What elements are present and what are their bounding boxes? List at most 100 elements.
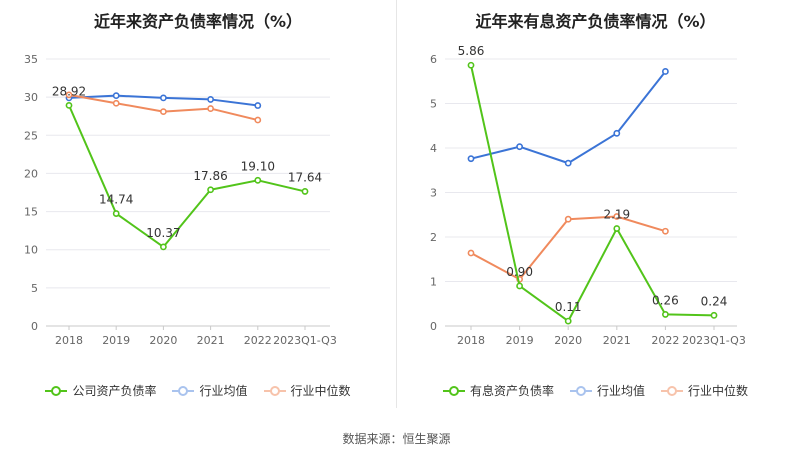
legend-label: 行业均值: [199, 384, 248, 398]
data-point-median: [613, 213, 621, 220]
x-tick-label: 2022: [651, 334, 679, 347]
y-tick-label: 35: [24, 53, 38, 66]
legend-item-median[interactable]: 行业中位数: [661, 382, 748, 399]
y-tick-label: 2: [430, 231, 437, 244]
x-tick-label: 2018: [457, 334, 485, 347]
series-line-company: [470, 65, 715, 323]
legend-label: 行业均值: [596, 384, 645, 398]
data-label: 10.37: [146, 226, 180, 240]
data-label: 0.24: [701, 294, 728, 308]
data-point-company: [65, 101, 73, 109]
data-point-median: [159, 108, 167, 116]
y-tick-label: 5: [31, 282, 38, 295]
data-label: 0.26: [652, 293, 679, 307]
x-tick-label: 2019: [102, 334, 130, 347]
series-line-median: [470, 215, 666, 281]
data-label: 14.74: [99, 193, 133, 207]
data-source-note: 数据来源：恒生聚源: [342, 432, 451, 446]
legend-label: 行业中位数: [290, 384, 351, 398]
data-point-company: [516, 282, 523, 290]
y-tick-label: 4: [430, 142, 437, 155]
x-tick-label: 2018: [55, 334, 83, 347]
data-point-company: [564, 317, 572, 325]
data-point-company: [613, 225, 621, 232]
data-point-avg: [564, 159, 572, 167]
legend-swatch-company: [45, 385, 68, 397]
x-tick-label: 2020: [554, 334, 582, 347]
legend-label: 行业中位数: [688, 384, 749, 398]
y-tick-label: 15: [24, 206, 38, 219]
y-tick-label: 20: [24, 167, 38, 180]
data-point-company: [254, 176, 262, 184]
x-tick-label: 2023Q1-Q3: [682, 334, 746, 347]
chart-title: 近年来资产负债率情况（%）: [93, 12, 303, 31]
data-point-median: [207, 105, 214, 112]
chart-title: 近年来有息资产负债率情况（%）: [475, 12, 716, 31]
data-point-company: [661, 311, 669, 318]
data-point-avg: [467, 155, 475, 163]
data-point-company: [207, 186, 214, 194]
legend-swatch-median: [661, 385, 683, 397]
data-point-company: [159, 243, 167, 251]
x-tick-label: 2019: [506, 334, 534, 347]
x-tick-label: 2021: [603, 334, 631, 347]
series-line-avg: [470, 70, 667, 165]
data-label: 28.92: [52, 84, 86, 98]
legend-item-avg[interactable]: 行业均值: [569, 382, 645, 399]
legend-label: 有息资产负债率: [469, 384, 554, 398]
chart-svg-interest-debt-ratio: 0 1 2 3 4 5 6 2018 2019 2020 2021 2022 2023Q1-Q3 5.86…: [430, 44, 746, 347]
y-tick-label: 6: [430, 53, 437, 66]
data-point-avg: [112, 92, 120, 100]
chart-svg-debt-ratio: 0 5 10 15 20 25 30 35 2018 2019 2020 2021 2022 2023Q1…: [24, 53, 337, 347]
data-point-avg: [613, 129, 621, 137]
legend-swatch-avg: [172, 385, 195, 397]
x-tick-label: 2020: [149, 334, 177, 347]
x-tick-label: 2022: [244, 334, 272, 347]
data-point-company: [467, 61, 475, 69]
y-tick-label: 3: [430, 187, 437, 200]
chart-panel-debt-ratio: 近年来资产负债率情况（%） 0 5 10 15 20 25 30 35 2018 2019 2020…: [0, 0, 396, 420]
data-label: 17.64: [288, 170, 322, 184]
data-label: 0.90: [506, 265, 533, 279]
data-label: 19.10: [241, 159, 275, 173]
legend: 公司资产负债率 行业均值 行业中位数: [0, 382, 396, 399]
data-point-company: [112, 210, 120, 217]
data-point-avg: [661, 68, 669, 75]
data-label: 5.86: [458, 44, 485, 58]
legend-swatch-avg: [569, 385, 592, 397]
data-point-median: [65, 91, 73, 99]
y-tick-label: 25: [24, 129, 38, 142]
y-tick-label: 30: [24, 91, 38, 104]
x-tick-label: 2023Q1-Q3: [273, 334, 337, 347]
data-point-company: [710, 311, 718, 319]
data-label: 2.19: [603, 208, 630, 222]
x-tick-label: 2021: [197, 334, 225, 347]
data-point-median: [661, 227, 669, 235]
data-point-median: [467, 249, 475, 257]
legend-swatch-median: [263, 385, 286, 397]
y-tick-label: 0: [31, 320, 38, 333]
legend-item-company[interactable]: 公司资产负债率: [45, 382, 156, 399]
y-tick-label: 10: [24, 244, 38, 257]
legend-item-avg[interactable]: 行业均值: [172, 382, 248, 399]
y-tick-label: 5: [430, 98, 437, 111]
data-label: 17.86: [193, 169, 227, 183]
y-tick-label: 1: [430, 276, 437, 289]
data-point-median: [254, 116, 262, 124]
data-label: 0.11: [555, 300, 582, 314]
data-point-company: [301, 188, 309, 195]
legend-item-company[interactable]: 有息资产负债率: [442, 382, 554, 399]
series-line-company: [68, 104, 306, 248]
data-point-avg: [207, 96, 214, 103]
legend-swatch-company: [442, 385, 465, 397]
data-point-avg: [516, 143, 523, 151]
panel-divider: [396, 0, 397, 408]
legend-label: 公司资产负债率: [72, 384, 157, 398]
data-point-avg: [254, 102, 262, 109]
data-point-avg: [159, 94, 167, 102]
legend-item-median[interactable]: 行业中位数: [263, 382, 351, 399]
data-point-median: [112, 99, 120, 107]
data-point-median: [564, 215, 572, 223]
legend: 有息资产负债率 行业均值 行业中位数: [398, 382, 793, 399]
y-tick-label: 0: [430, 320, 437, 333]
